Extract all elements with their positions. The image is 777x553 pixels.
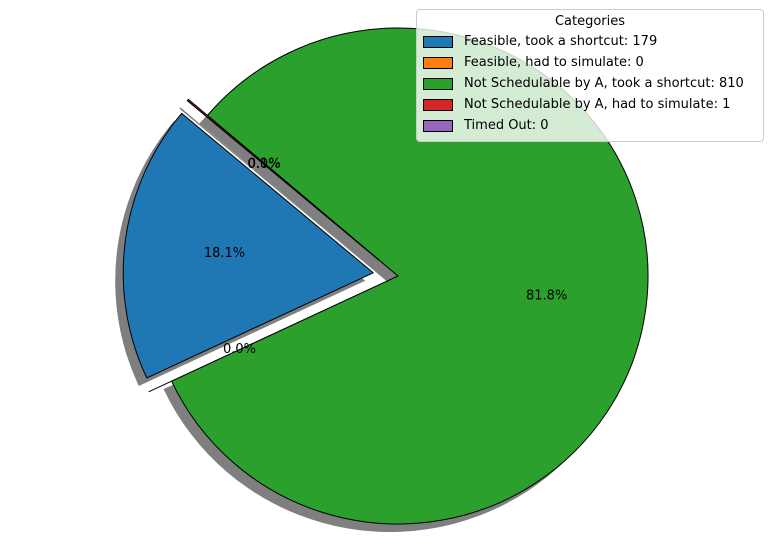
legend-entry-4: Timed Out: 0 xyxy=(417,115,763,136)
pie-slices xyxy=(122,27,649,525)
legend-entry-0: Feasible, took a shortcut: 179 xyxy=(417,31,763,52)
legend-swatch-2 xyxy=(423,77,453,90)
legend-items: Feasible, took a shortcut: 179 Feasible, … xyxy=(417,31,763,136)
legend-entry-3: Not Schedulable by A, had to simulate: 1 xyxy=(417,94,763,115)
pie-slice-0 xyxy=(122,112,374,379)
legend-label-2: Not Schedulable by A, took a shortcut: 8… xyxy=(464,76,744,91)
legend-label-1: Feasible, had to simulate: 0 xyxy=(464,55,644,70)
legend-swatch-1 xyxy=(423,56,453,69)
slice-labels: 18.1%0.0%81.8%0.1%0.0% xyxy=(204,156,568,357)
slice-pct-label-0: 18.1% xyxy=(204,246,245,261)
legend-entry-2: Not Schedulable by A, took a shortcut: 8… xyxy=(417,73,763,94)
pie-slice-4 xyxy=(186,100,380,261)
legend-label-3: Not Schedulable by A, had to simulate: 1 xyxy=(464,97,731,112)
legend: Categories Feasible, took a shortcut: 17… xyxy=(416,9,764,142)
slice-pct-label-3: 0.1% xyxy=(248,156,281,171)
legend-entry-1: Feasible, had to simulate: 0 xyxy=(417,52,763,73)
legend-label-0: Feasible, took a shortcut: 179 xyxy=(464,34,658,49)
legend-title: Categories xyxy=(554,14,626,29)
legend-swatch-3 xyxy=(423,98,453,111)
legend-label-4: Timed Out: 0 xyxy=(464,118,549,133)
pie-slice-2 xyxy=(171,27,649,525)
legend-swatch-0 xyxy=(423,35,453,48)
legend-swatch-4 xyxy=(423,119,453,132)
slice-pct-label-2: 81.8% xyxy=(526,288,567,303)
slice-shadow-3 xyxy=(179,107,371,268)
slice-pct-label-4: 0.0% xyxy=(247,157,280,172)
slice-pct-label-1: 0.0% xyxy=(223,342,256,357)
